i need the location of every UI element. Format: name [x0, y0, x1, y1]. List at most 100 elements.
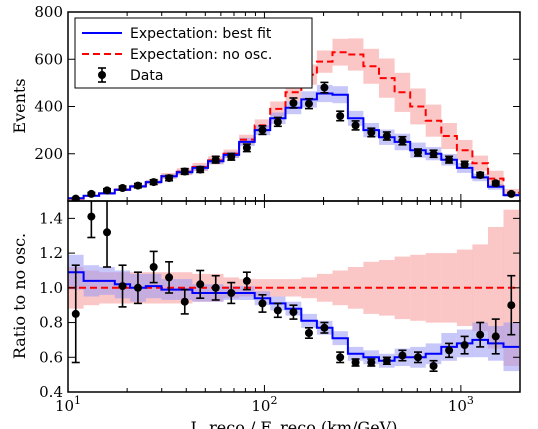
- legend-label: Expectation: best fit: [130, 26, 272, 42]
- data-point: [476, 330, 485, 339]
- no-osc-band-bin: [425, 104, 442, 137]
- data-point: [413, 353, 422, 362]
- data-point: [336, 112, 345, 120]
- data-point: [133, 283, 142, 292]
- data-point: [87, 189, 96, 198]
- data-point: [382, 132, 391, 140]
- data-point: [507, 189, 516, 198]
- y-tick-label: 600: [34, 50, 63, 68]
- y-tick-label: 0.8: [39, 314, 63, 332]
- data-point: [242, 276, 251, 285]
- data-point: [227, 152, 236, 161]
- x-tick-label: 103: [448, 394, 474, 415]
- data-point: [398, 136, 407, 145]
- no-osc-band-bin: [410, 254, 426, 321]
- no-osc-band-bin: [301, 277, 317, 299]
- data-point: [149, 178, 158, 187]
- no-osc-band-bin: [332, 270, 348, 306]
- data-point: [445, 155, 454, 164]
- x-axis-title: L_reco / E_reco (km/GeV): [191, 418, 398, 429]
- data-point: [133, 181, 142, 190]
- y-tick-label: 1.2: [39, 244, 63, 262]
- panel-frame: [67, 200, 521, 393]
- data-point: [165, 174, 174, 183]
- data-point: [289, 99, 298, 107]
- data-point: [196, 280, 205, 289]
- y-tick-label: 1.0: [39, 279, 63, 297]
- top-y-axis-title: Events: [10, 78, 29, 133]
- data-point: [336, 353, 345, 362]
- data-point: [413, 148, 422, 157]
- data-point: [196, 165, 205, 174]
- no-osc-band-bin: [316, 50, 333, 73]
- data-point: [320, 83, 329, 92]
- y-tick-label: 800: [34, 3, 63, 21]
- legend: Expectation: best fit Expectation: no osc…: [74, 17, 313, 89]
- data-point: [258, 299, 267, 308]
- data-point: [367, 358, 376, 367]
- data-point: [273, 117, 282, 126]
- x-tick-labels: 101 102 103: [55, 394, 474, 415]
- data-point: [180, 167, 189, 176]
- y-tick-label: 0.4: [39, 383, 63, 401]
- data-point: [429, 362, 438, 370]
- legend-box: [74, 17, 313, 89]
- data-point: [320, 323, 329, 332]
- data-point: [103, 186, 112, 195]
- legend-label: Data: [130, 68, 163, 84]
- data-point: [118, 184, 127, 192]
- data-point: [507, 301, 516, 310]
- data-point: [304, 329, 313, 337]
- data-point: [118, 282, 127, 291]
- data-point: [180, 297, 189, 306]
- data-point: [491, 179, 500, 188]
- data-point: [87, 212, 96, 221]
- data-point: [382, 356, 391, 365]
- data-point: [71, 309, 80, 318]
- no-osc-band-bin: [472, 155, 488, 171]
- data-point: [258, 126, 267, 135]
- data-point: [351, 358, 360, 367]
- data-point: [398, 351, 407, 360]
- no-osc-band-bin: [347, 38, 364, 71]
- data-point: [273, 306, 282, 315]
- plot-area: [68, 201, 520, 373]
- data-point: [304, 99, 313, 108]
- data-point: [445, 346, 454, 355]
- data-point: [351, 121, 360, 130]
- data-point: [429, 149, 438, 158]
- data-point: [211, 283, 220, 292]
- data-point: [103, 228, 112, 237]
- data-point: [227, 289, 236, 297]
- data-point: [165, 273, 174, 282]
- x-axis-title-group: L_reco / E_reco (km/GeV): [191, 418, 398, 429]
- bottom-panel: 0.4 0.6 0.8 1.0 1.2 1.4: [39, 200, 521, 401]
- data-point: [367, 128, 376, 137]
- no-osc-band-bin: [379, 260, 395, 316]
- x-tick-label: 102: [251, 394, 277, 415]
- plot-area: [68, 38, 520, 201]
- data-point: [71, 194, 80, 201]
- y-tick-label: 400: [34, 98, 63, 116]
- bottom-y-axis-title: Ratio to no osc.: [10, 233, 29, 359]
- legend-data-marker: [98, 71, 106, 79]
- data-point: [149, 263, 158, 271]
- x-tick-label: 101: [55, 394, 81, 415]
- data-point: [460, 341, 469, 350]
- data-point: [211, 155, 220, 164]
- data-point: [491, 332, 500, 341]
- no-osc-band-bin: [379, 58, 395, 98]
- y-tick-label: 0.6: [39, 348, 63, 366]
- data-point: [460, 160, 469, 169]
- top-panel: 200 400 600 800: [34, 3, 521, 202]
- y-tick-label: 1.4: [39, 209, 63, 227]
- data-point: [476, 171, 485, 179]
- data-points: [71, 81, 516, 201]
- data-point: [242, 143, 251, 152]
- legend-label: Expectation: no osc.: [130, 47, 272, 63]
- data-point: [289, 308, 298, 317]
- no-osc-band-bin: [441, 253, 457, 323]
- y-axis-titles: Events Ratio to no osc.: [10, 78, 29, 359]
- data-points: [71, 201, 516, 373]
